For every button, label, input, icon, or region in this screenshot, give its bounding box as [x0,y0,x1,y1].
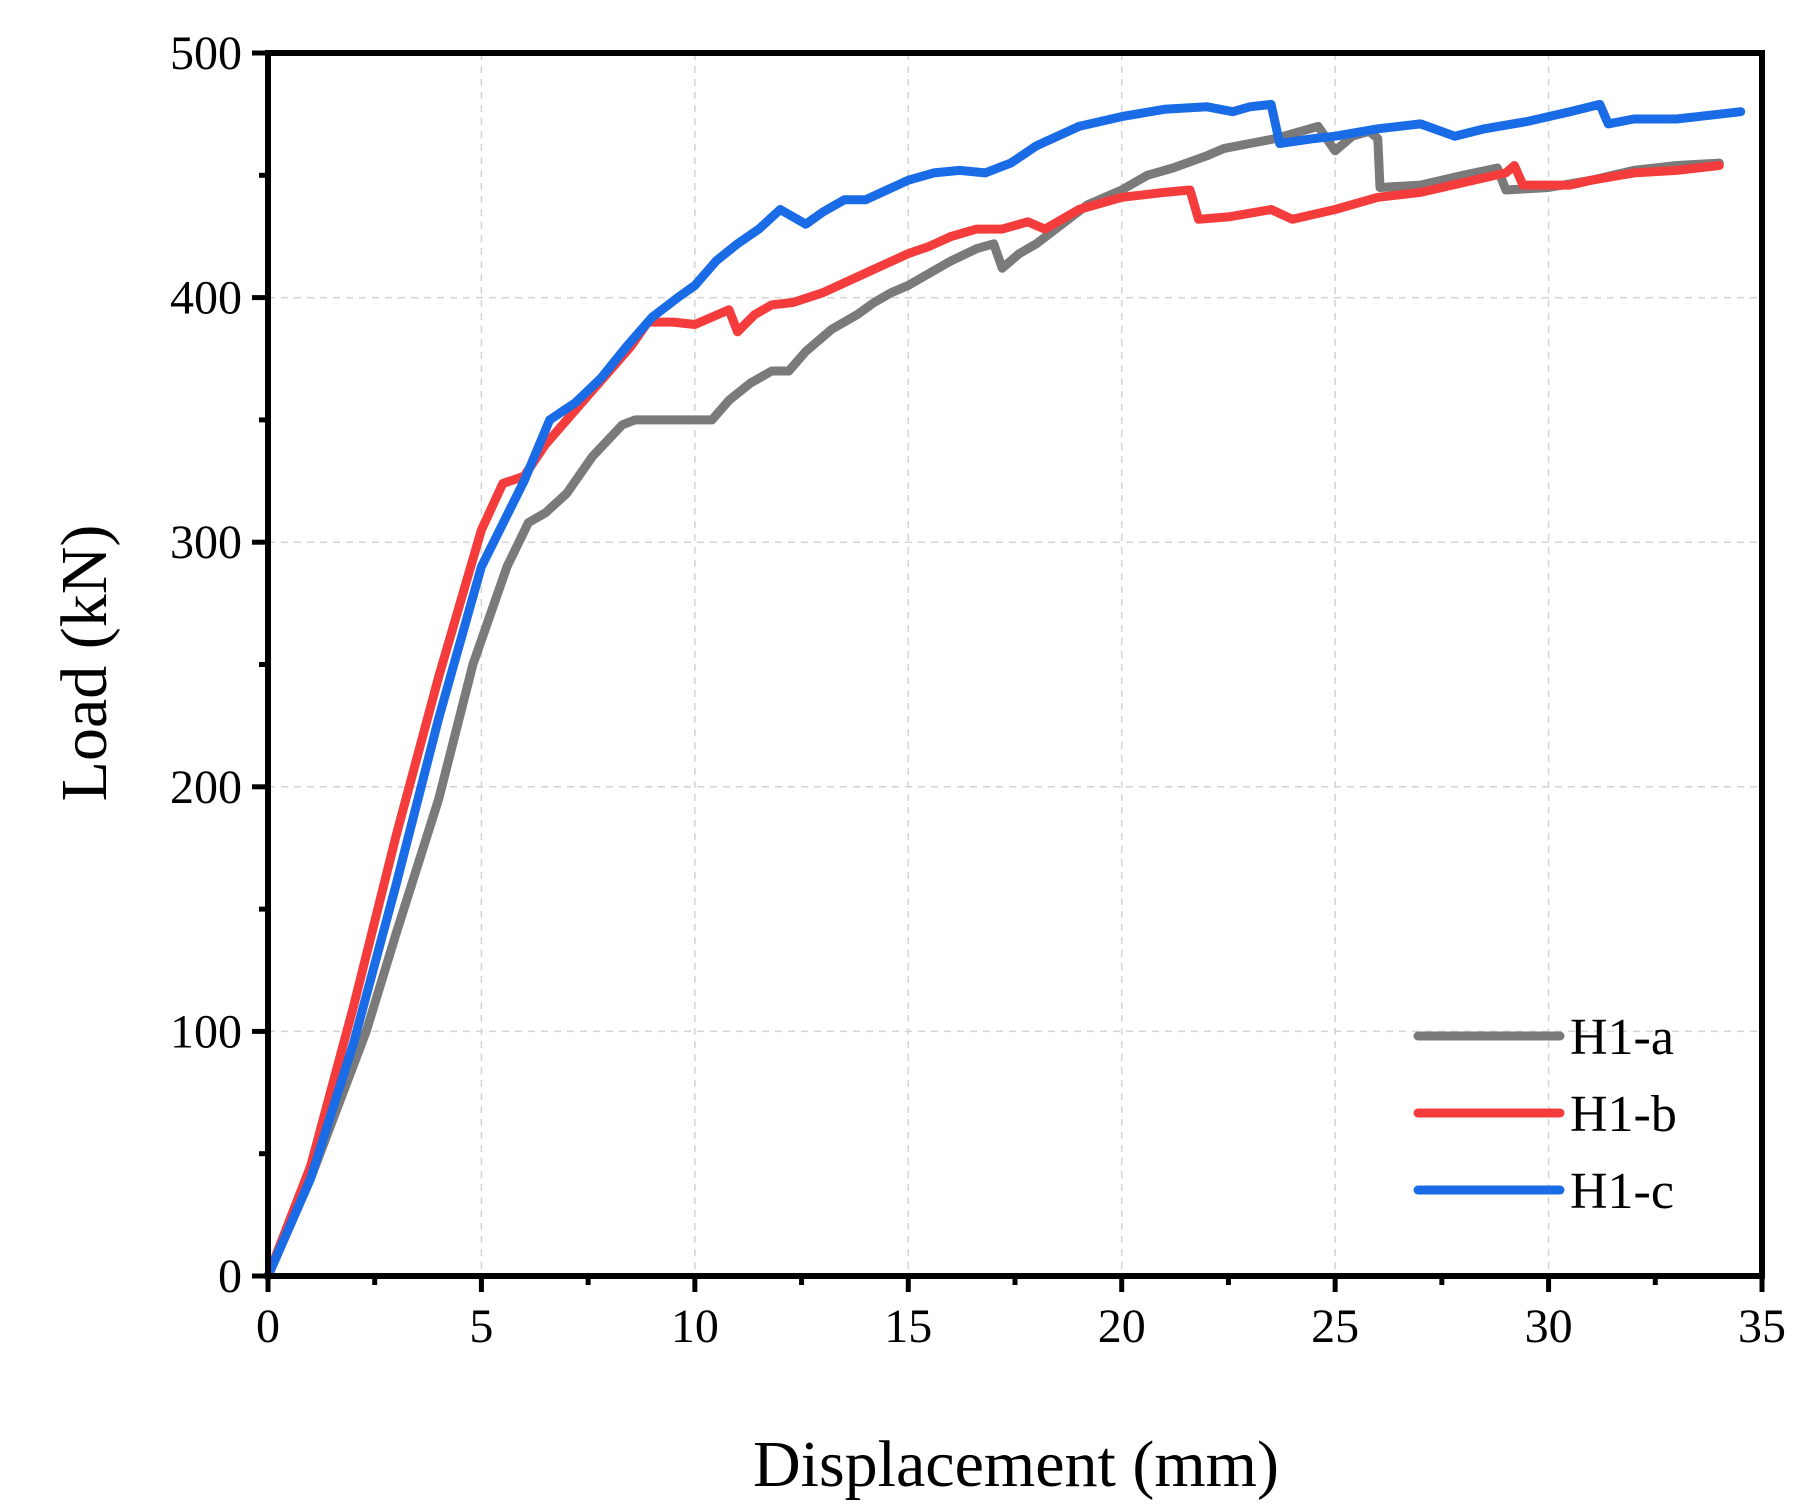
y-tick-labels: 0 100 200 300 400 500 [170,27,242,1303]
x-tick-label: 30 [1525,1300,1573,1353]
x-tick-labels: 0 5 10 15 20 25 30 35 [256,1300,1786,1353]
legend: H1-a H1-b H1-c [1413,1009,1677,1220]
y-axis-title: Load (kN) [48,525,121,802]
x-tick-label: 25 [1311,1300,1359,1353]
legend-label-h1-b: H1-b [1570,1086,1677,1143]
x-tick-label: 0 [256,1300,280,1353]
series-line-h1-b [263,161,1724,1281]
y-tick-label: 200 [170,761,242,814]
x-tick-label: 20 [1098,1300,1146,1353]
y-tick-label: 400 [170,272,242,325]
x-tick-label: 5 [469,1300,493,1353]
series-line-h1-a [263,121,1724,1281]
y-tick-label: 500 [170,27,242,80]
y-tick-label: 300 [170,516,242,569]
x-tick-label: 15 [884,1300,932,1353]
y-tick-label: 100 [170,1005,242,1058]
y-tick-label: 0 [218,1250,242,1303]
x-axis-title: Displacement (mm) [753,1428,1279,1501]
series-layer [263,99,1746,1281]
series-line-h1-c [263,99,1746,1281]
legend-label-h1-a: H1-a [1570,1009,1674,1066]
x-tick-label: 10 [671,1300,719,1353]
axis-ticks [252,50,1765,1292]
legend-label-h1-c: H1-c [1570,1163,1674,1220]
x-tick-label: 35 [1738,1300,1786,1353]
